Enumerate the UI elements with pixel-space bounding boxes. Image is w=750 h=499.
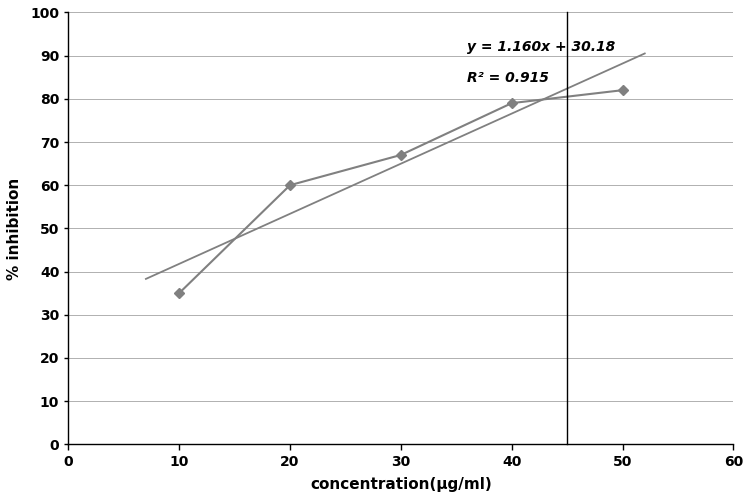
- Text: y = 1.160x + 30.18: y = 1.160x + 30.18: [467, 40, 616, 54]
- Text: R² = 0.915: R² = 0.915: [467, 70, 549, 84]
- X-axis label: concentration(μg/ml): concentration(μg/ml): [310, 477, 492, 492]
- Y-axis label: % inhibition: % inhibition: [7, 177, 22, 279]
